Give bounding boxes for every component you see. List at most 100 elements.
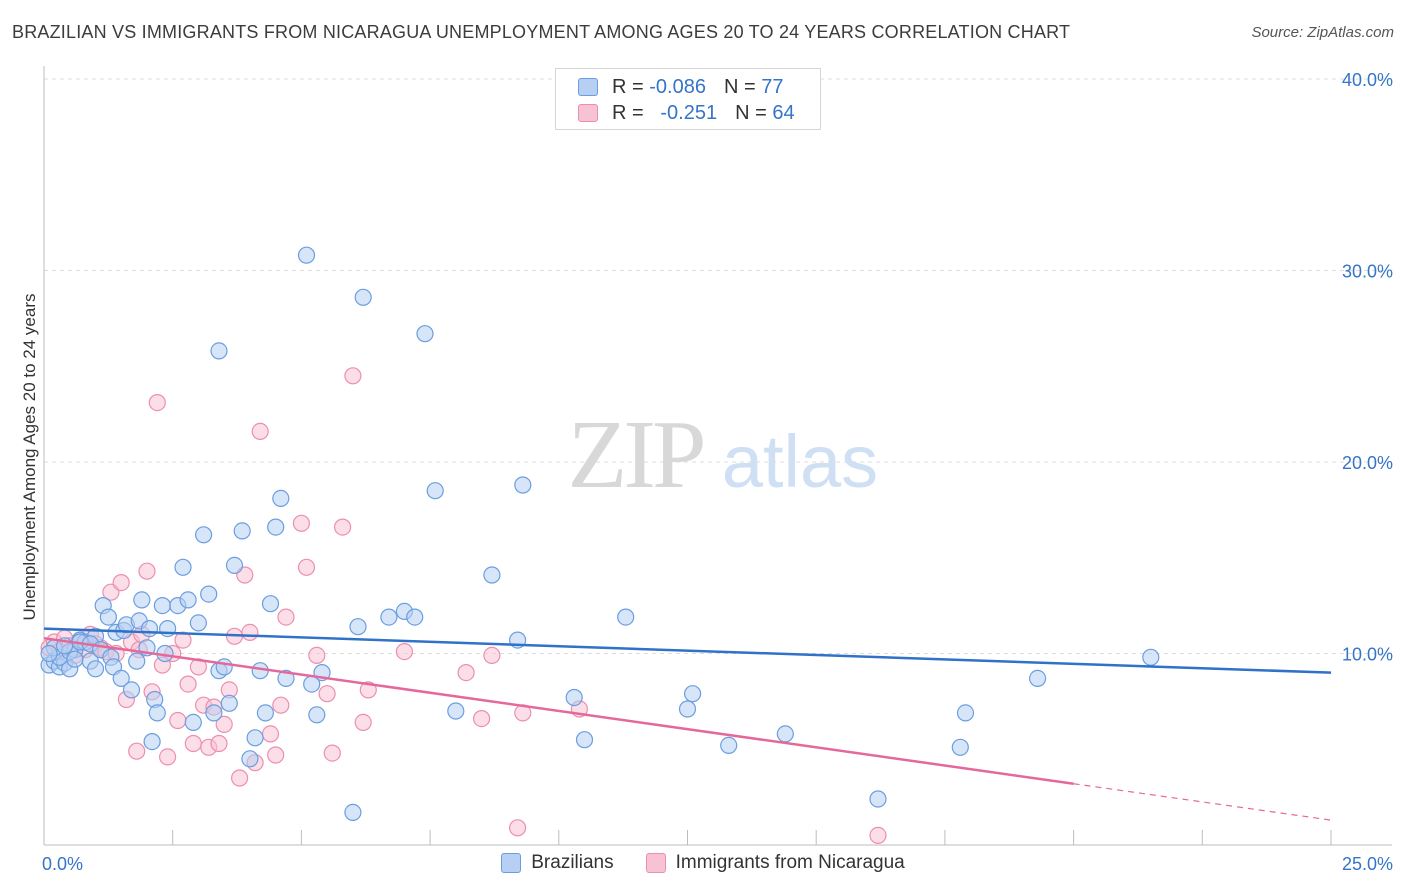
brazilians-trend-line [43,627,1332,674]
nicaragua-point [272,696,290,714]
x-tick-label: 0.0% [42,854,83,874]
brazilian-point [277,669,295,688]
brazilian-point [246,729,264,747]
legend-row-nicaragua: R = -0.251 N = 64 [578,101,795,125]
brazilian-point [483,566,501,584]
n-label: N = [735,101,767,124]
brazilian-point [140,619,159,638]
source-label: Source: ZipAtlas.com [1251,24,1394,41]
brazilian-point [869,790,887,808]
brazilian-point [148,704,166,722]
brazilian-point [66,650,84,668]
brazilian-point [200,585,218,603]
nicaragua-point [308,646,326,665]
tick-labels: 10.0% 20.0% 30.0% 40.0% 0.0% 25.0% [42,70,1393,874]
brazilian-point [406,608,424,626]
brazilian-point [776,725,794,743]
watermark: ZIP atlas [568,401,879,509]
nicaragua-point [261,725,280,743]
brazilian-point [678,700,697,718]
nicaragua-point [344,367,362,385]
n-value: 77 [761,75,784,98]
nicaragua-point [128,742,146,760]
brazilian-point [86,660,105,678]
nicaragua-point [359,681,377,699]
brazilian-point [308,706,326,724]
brazilian-point [215,658,233,676]
nicaragua-point [169,711,187,730]
nicaragua-point [277,608,295,626]
grid-layer [44,78,1392,654]
brazilian-point [344,803,362,822]
nicaragua-swatch [578,104,598,122]
nicaragua-point [179,675,197,693]
nicaragua-point [354,713,372,732]
brazilian-point [112,669,130,688]
brazilian-point [514,476,532,494]
brazilian-point [1142,648,1160,666]
watermark-atlas: atlas [722,420,878,503]
nicaragua-point [184,734,202,753]
y-tick-label: 30.0% [1342,262,1393,282]
nicaragua-point [297,558,316,576]
brazilian-point [195,526,213,544]
nicaragua-point [267,746,285,764]
brazilian-point [297,246,316,264]
nicaragua-point [318,685,336,703]
r-value: -0.251 [660,101,718,124]
nicaragua-point [457,663,475,682]
brazilian-point [99,608,118,626]
nicaragua-point [334,518,352,536]
brazilian-point [220,694,238,712]
nicaragua-point [210,734,228,753]
y-tick-label: 40.0% [1342,70,1393,90]
nicaragua-point [148,394,166,412]
brazilian-point [1028,669,1047,688]
legend-item-brazilians: Brazilians [501,852,614,874]
nicaragua-trend-line-extension [1073,783,1332,821]
brazilian-point [189,614,207,632]
n-value: 64 [772,101,795,124]
chart-title: BRAZILIAN VS IMMIGRANTS FROM NICARAGUA U… [12,22,1071,42]
nicaragua-point [174,631,192,649]
nicaragua-trend-line [43,636,1074,785]
brazilian-point [225,556,244,575]
brazilian-point [565,688,583,707]
r-label: R = [612,75,644,98]
nicaragua-point [483,646,501,665]
brazilian-point [349,618,367,636]
brazilian-point [447,702,465,720]
y-tick-label: 20.0% [1342,453,1393,473]
watermark-zip: ZIP [568,401,703,509]
nicaragua-point [138,562,156,580]
brazilian-point [40,644,58,663]
nicaragua-swatch [645,853,666,873]
y-tick-label: 10.0% [1342,645,1393,665]
brazilian-point [143,732,161,751]
nicaragua-point [112,573,130,592]
brazilian-point [951,738,969,756]
brazilian-point [354,288,372,306]
trend-lines [43,627,1332,821]
brazilian-point [617,608,635,626]
brazilian-point [380,608,398,626]
series-brazilians-points [40,246,1160,822]
r-value: -0.086 [649,75,706,98]
legend-item-nicaragua: Immigrants from Nicaragua [645,852,905,874]
brazilian-point [575,731,594,749]
n-label: N = [723,75,756,98]
nicaragua-point [323,744,341,762]
nicaragua-point [251,422,269,440]
brazilian-point [956,704,975,722]
x-tick-label: 25.0% [1342,854,1393,874]
legend-row-brazilians: R = -0.086 N = 77 [578,75,783,99]
nicaragua-point [215,715,233,734]
brazilian-point [122,681,141,699]
legend-label: Immigrants from Nicaragua [675,852,905,873]
brazilian-point [153,596,171,615]
brazilian-point [683,685,702,703]
brazilian-point [256,704,274,722]
brazilian-point [233,522,251,540]
brazilians-swatch [578,78,598,96]
